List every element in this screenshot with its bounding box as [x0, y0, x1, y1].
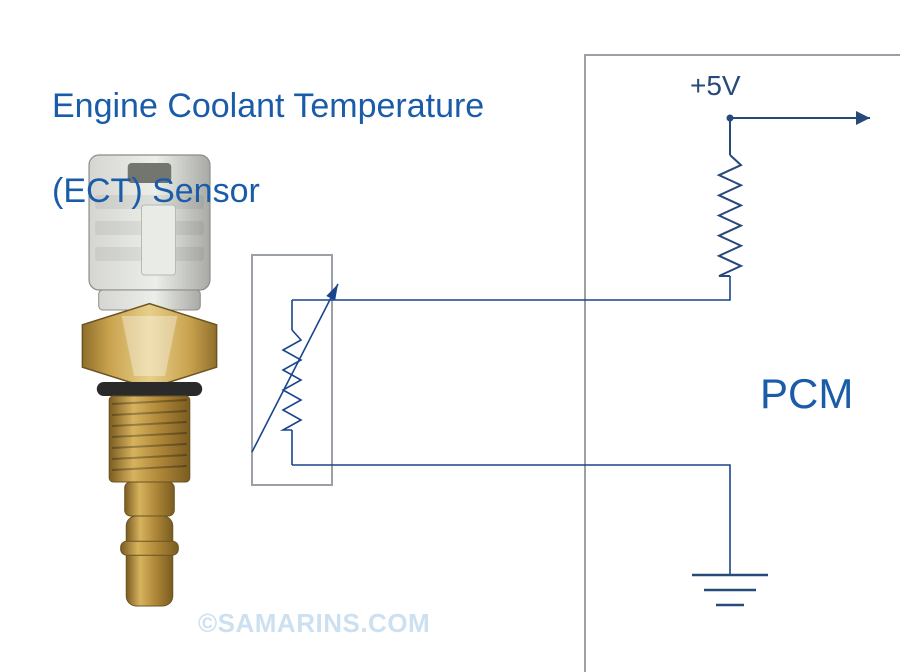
ect-sensor-illustration [82, 155, 216, 606]
pcm-box [585, 55, 900, 672]
thermistor-icon [283, 330, 301, 430]
node-5v [727, 115, 734, 122]
pcm-label: PCM [760, 370, 853, 418]
wire-pcm-to-resistor [585, 276, 730, 300]
watermark-text: ©SAMARINS.COM [198, 608, 430, 639]
supply-voltage-label: +5V [690, 70, 741, 102]
thermistor-arrow-line [252, 284, 338, 452]
title-line1: Engine Coolant Temperature [52, 87, 484, 125]
title-line2: (ECT) Sensor [52, 172, 260, 210]
diagram-title: Engine Coolant Temperature (ECT) Sensor [52, 42, 484, 212]
wire-pcm-to-ground [585, 465, 730, 575]
arrow-5v-icon [856, 111, 870, 125]
pullup-resistor-icon [719, 155, 741, 276]
